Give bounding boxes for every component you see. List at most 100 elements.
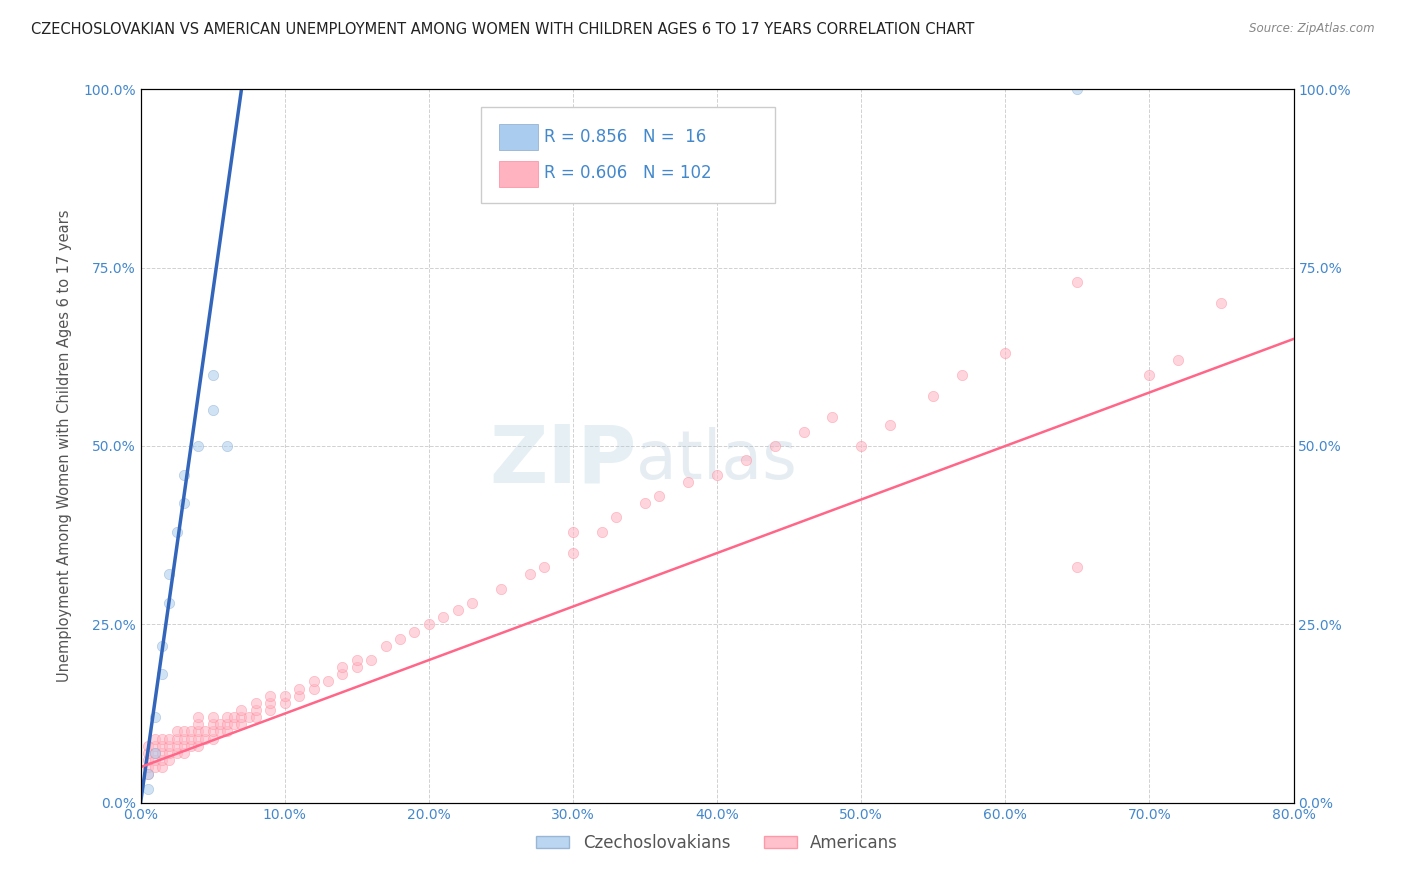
Point: [150, 746, 173, 760]
Point: [166, 524, 188, 539]
Point: [388, 632, 411, 646]
Point: [562, 524, 585, 539]
Point: [1066, 560, 1088, 574]
Point: [208, 717, 231, 731]
Point: [143, 731, 166, 746]
Point: [180, 731, 202, 746]
Point: [187, 724, 209, 739]
Point: [187, 717, 209, 731]
Point: [166, 724, 188, 739]
Point: [432, 610, 454, 624]
Point: [150, 667, 173, 681]
Point: [245, 703, 267, 717]
Point: [173, 496, 195, 510]
Point: [143, 753, 166, 767]
Point: [562, 546, 585, 560]
Point: [201, 710, 224, 724]
Point: [346, 653, 368, 667]
Point: [217, 439, 239, 453]
FancyBboxPatch shape: [499, 124, 538, 150]
Point: [217, 724, 239, 739]
Point: [217, 717, 239, 731]
Point: [245, 696, 267, 710]
Point: [166, 739, 188, 753]
Point: [1167, 353, 1189, 368]
Point: [678, 475, 700, 489]
Point: [173, 731, 195, 746]
Y-axis label: Unemployment Among Women with Children Ages 6 to 17 years: Unemployment Among Women with Children A…: [58, 210, 72, 682]
Point: [231, 710, 253, 724]
Point: [136, 746, 159, 760]
Point: [360, 653, 382, 667]
Point: [793, 425, 815, 439]
Point: [238, 710, 260, 724]
Point: [302, 674, 325, 689]
Point: [217, 710, 239, 724]
Point: [166, 731, 188, 746]
Point: [143, 746, 166, 760]
Text: Source: ZipAtlas.com: Source: ZipAtlas.com: [1250, 22, 1375, 36]
Point: [187, 739, 209, 753]
Point: [201, 403, 224, 417]
Point: [346, 660, 368, 674]
Point: [1139, 368, 1161, 382]
Point: [1211, 296, 1233, 310]
Point: [648, 489, 671, 503]
Point: [201, 731, 224, 746]
Point: [288, 689, 311, 703]
Point: [143, 710, 166, 724]
Point: [136, 767, 159, 781]
Point: [489, 582, 512, 596]
Point: [187, 731, 209, 746]
Text: ZIP: ZIP: [489, 421, 637, 500]
Point: [173, 724, 195, 739]
Point: [187, 439, 209, 453]
Point: [159, 753, 180, 767]
FancyBboxPatch shape: [499, 161, 538, 187]
Point: [208, 724, 231, 739]
Point: [332, 667, 354, 681]
Point: [519, 567, 541, 582]
Point: [180, 739, 202, 753]
Point: [259, 689, 281, 703]
Point: [150, 639, 173, 653]
Legend: Czechoslovakians, Americans: Czechoslovakians, Americans: [530, 828, 904, 859]
Point: [136, 781, 159, 796]
Point: [159, 731, 180, 746]
Point: [302, 681, 325, 696]
Point: [950, 368, 973, 382]
Text: R = 0.856   N =  16: R = 0.856 N = 16: [544, 128, 706, 146]
Point: [150, 739, 173, 753]
Point: [201, 368, 224, 382]
Point: [159, 746, 180, 760]
Point: [201, 717, 224, 731]
Point: [180, 724, 202, 739]
Point: [994, 346, 1017, 360]
Point: [245, 710, 267, 724]
Point: [231, 703, 253, 717]
Point: [605, 510, 627, 524]
Point: [136, 767, 159, 781]
Text: atlas: atlas: [637, 427, 797, 493]
Point: [173, 467, 195, 482]
Point: [879, 417, 901, 432]
Point: [159, 739, 180, 753]
Point: [224, 717, 246, 731]
Point: [274, 696, 297, 710]
FancyBboxPatch shape: [481, 107, 775, 203]
Point: [706, 467, 728, 482]
Point: [821, 410, 844, 425]
Point: [166, 746, 188, 760]
Point: [231, 717, 253, 731]
Point: [332, 660, 354, 674]
Point: [849, 439, 872, 453]
Point: [194, 731, 217, 746]
Text: R = 0.606   N = 102: R = 0.606 N = 102: [544, 164, 711, 182]
Point: [173, 739, 195, 753]
Point: [1066, 82, 1088, 96]
Point: [187, 710, 209, 724]
Point: [150, 731, 173, 746]
Point: [763, 439, 786, 453]
Point: [150, 753, 173, 767]
Point: [316, 674, 339, 689]
